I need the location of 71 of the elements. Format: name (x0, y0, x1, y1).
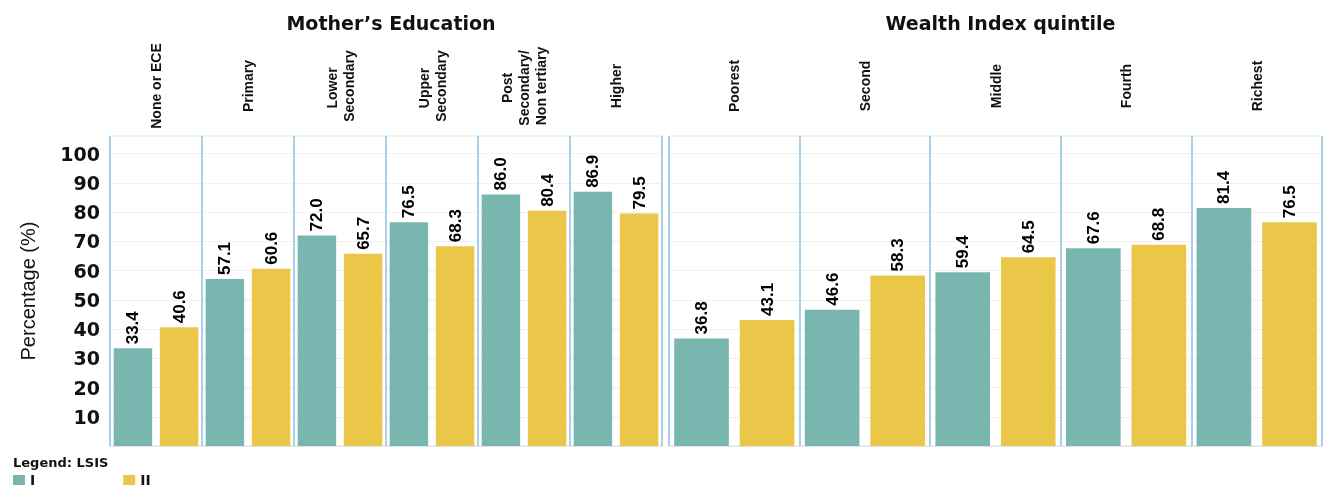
data-label: 86.9 (583, 154, 603, 188)
chart-title: Mother’s Education (286, 11, 496, 34)
bar (343, 253, 383, 446)
legend-label: I (30, 472, 36, 488)
bar (205, 279, 245, 446)
bar (1262, 222, 1317, 446)
bar (739, 319, 795, 446)
data-label: 64.5 (1018, 220, 1038, 254)
data-label: 68.8 (1149, 207, 1169, 241)
data-label: 72.0 (307, 198, 327, 232)
x-tick-label: Second (856, 60, 873, 112)
bar (159, 327, 199, 446)
bar (481, 194, 521, 446)
bar (1131, 244, 1187, 446)
data-label: 33.4 (123, 310, 143, 345)
data-label: 60.6 (261, 231, 281, 265)
bar (113, 348, 153, 446)
bar (573, 191, 613, 446)
y-tick-label: 60 (73, 259, 100, 282)
x-tick-label: Middle (987, 63, 1004, 109)
data-label: 67.6 (1083, 211, 1103, 245)
bar (1066, 248, 1121, 446)
bar (619, 213, 659, 446)
data-label: 86.0 (491, 157, 511, 191)
bar (389, 222, 429, 446)
y-tick-label: 70 (73, 230, 100, 253)
data-label: 76.5 (1279, 185, 1299, 219)
bar (1196, 207, 1252, 446)
x-tick-label: Fourth (1118, 63, 1135, 109)
data-label: 58.3 (888, 238, 908, 272)
y-tick-label: 90 (73, 171, 100, 194)
y-tick-label: 20 (73, 376, 100, 399)
data-label: 80.4 (537, 173, 557, 207)
chart-title: Wealth Index quintile (885, 11, 1116, 34)
bar (935, 272, 991, 446)
x-tick-label: Primary (240, 59, 256, 113)
x-tick-label: Higher (608, 63, 624, 109)
data-label: 40.6 (169, 290, 189, 324)
x-tick-label: Post Secondary/ Non tertiary (499, 46, 549, 126)
data-label: 57.1 (215, 241, 235, 276)
bar (1000, 257, 1056, 446)
y-tick-label: 40 (73, 318, 100, 341)
data-label: 81.4 (1214, 170, 1234, 204)
y-tick-label: 30 (73, 347, 100, 370)
x-tick-label: Lower Secondary (323, 50, 357, 122)
x-tick-label: Upper Secondary (415, 50, 449, 122)
x-tick-label: Richest (1248, 60, 1265, 112)
x-tick-label: None or ECE (148, 43, 164, 129)
data-label: 76.5 (399, 185, 419, 219)
data-label: 59.4 (953, 234, 973, 269)
bar (674, 338, 729, 446)
data-label: 68.3 (445, 209, 465, 243)
data-label: 43.1 (757, 282, 777, 316)
data-label: 46.6 (822, 272, 842, 306)
x-tick-label: Poorest (726, 59, 743, 113)
y-tick-label: 100 (60, 142, 100, 165)
data-label: 65.7 (353, 216, 373, 250)
y-tick-label: 80 (73, 201, 100, 224)
bar (527, 210, 567, 446)
bar (297, 235, 337, 446)
bar (435, 246, 475, 446)
y-tick-label: 50 (73, 288, 100, 311)
legend-label: II (140, 472, 151, 488)
bar (251, 268, 291, 446)
data-label: 36.8 (692, 301, 712, 335)
legend-title: Legend: LSIS (13, 455, 109, 470)
bar (870, 275, 925, 446)
bar (804, 309, 860, 446)
y-axis-title: Percentage (%) (17, 221, 39, 361)
y-tick-label: 10 (73, 405, 100, 428)
data-label: 79.5 (629, 176, 649, 210)
